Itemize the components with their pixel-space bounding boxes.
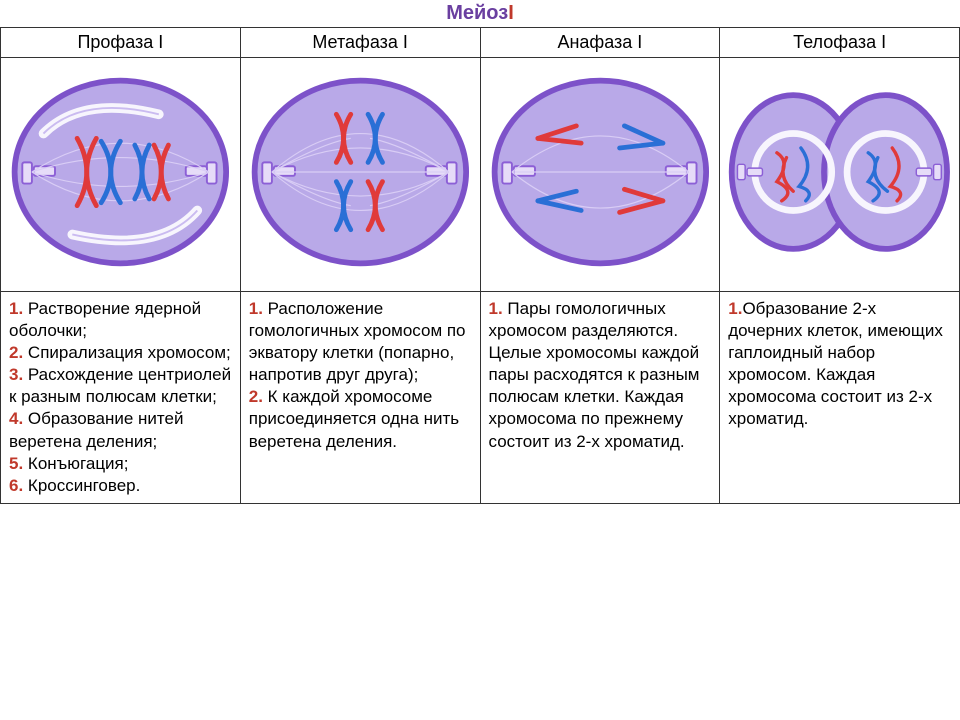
anaphase-diagram <box>480 58 720 292</box>
title-suffix: I <box>508 2 514 24</box>
header-anaphase: Анафаза I <box>480 28 720 58</box>
page-title: МейозI <box>0 0 960 27</box>
prophase-desc: 1. Растворение ядерной оболочки;2. Спира… <box>1 292 241 504</box>
metaphase-desc: 1. Расположение гомологичных хромосом по… <box>240 292 480 504</box>
header-prophase: Профаза I <box>1 28 241 58</box>
title-main: Мейоз <box>446 2 508 24</box>
prophase-diagram <box>1 58 241 292</box>
image-row <box>1 58 960 292</box>
header-row: Профаза I Метафаза I Анафаза I Телофаза … <box>1 28 960 58</box>
header-metaphase: Метафаза I <box>240 28 480 58</box>
anaphase-desc: 1. Пары гомологичных хромосом разделяютс… <box>480 292 720 504</box>
header-telophase: Телофаза I <box>720 28 960 58</box>
desc-row: 1. Растворение ядерной оболочки;2. Спира… <box>1 292 960 504</box>
telophase-diagram <box>720 58 960 292</box>
metaphase-diagram <box>240 58 480 292</box>
meiosis-table: Профаза I Метафаза I Анафаза I Телофаза … <box>0 27 960 504</box>
telophase-desc: 1.Образование 2-х дочерних клеток, имеющ… <box>720 292 960 504</box>
